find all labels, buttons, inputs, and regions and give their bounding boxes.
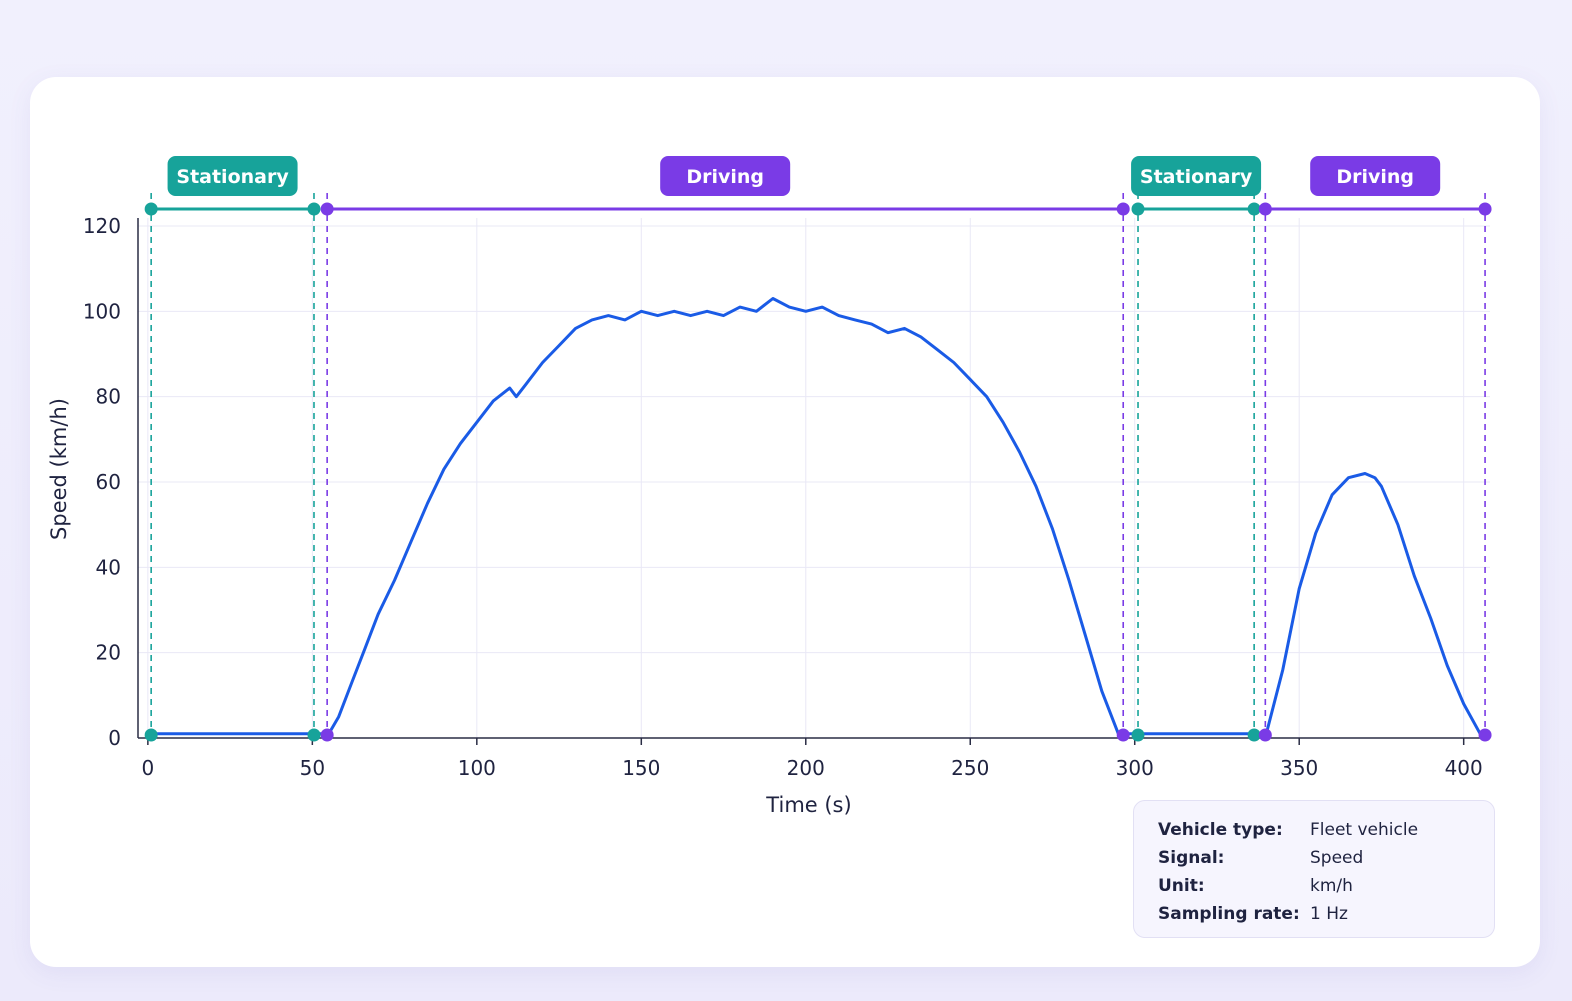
info-key: Unit: <box>1158 876 1205 896</box>
info-value: Fleet vehicle <box>1310 820 1419 840</box>
phase-marker-dot <box>1131 728 1145 742</box>
info-panel: Vehicle type: Fleet vehicle Signal: Spee… <box>1133 800 1495 938</box>
x-tick-labels: 0 50 100 150 200 250 300 350 400 <box>142 756 1483 780</box>
phase-label-badge <box>660 156 791 196</box>
x-tick-label: 300 <box>1116 756 1154 780</box>
phase-label: Stationary <box>176 166 289 188</box>
phase-marker-dot <box>144 728 158 742</box>
info-key: Vehicle type: <box>1158 820 1283 840</box>
phase-label-badge <box>1310 156 1441 196</box>
info-row-vehicle-type: Vehicle type: Fleet vehicle <box>1158 816 1494 844</box>
info-key: Signal: <box>1158 848 1225 868</box>
x-tick-label: 250 <box>951 756 989 780</box>
x-tick-label: 400 <box>1445 756 1483 780</box>
info-row-sampling-rate: Sampling rate: 1 Hz <box>1158 900 1494 928</box>
phase-marker-dot <box>1247 728 1261 742</box>
x-axis-title: Time (s) <box>765 793 851 817</box>
phase-marker-dot <box>320 728 334 742</box>
x-tick-label: 200 <box>787 756 825 780</box>
x-tick-label: 50 <box>300 756 325 780</box>
info-value: 1 Hz <box>1310 904 1348 924</box>
phase-marker-dot <box>307 728 321 742</box>
y-tick-label: 100 <box>83 299 121 323</box>
x-tick-label: 100 <box>458 756 496 780</box>
axes <box>137 218 1490 739</box>
info-row-signal: Signal: Speed <box>1158 844 1494 872</box>
y-tick-label: 40 <box>96 555 121 579</box>
phase-marker-dot <box>1247 202 1261 216</box>
phase-marker-dot <box>1116 202 1130 216</box>
phase-label-badge <box>167 156 298 196</box>
phase-label: Stationary <box>1140 166 1253 188</box>
phase-marker-dot <box>1258 202 1272 216</box>
info-key: Sampling rate: <box>1158 904 1300 924</box>
y-axis-title: Speed (km/h) <box>47 398 71 540</box>
phase-markers <box>144 202 1492 742</box>
x-tick-label: 0 <box>142 756 155 780</box>
phase-marker-dot <box>144 202 158 216</box>
phase-marker-dot <box>1131 202 1145 216</box>
phase-marker-dot <box>1258 728 1272 742</box>
y-tick-labels: 0 20 40 60 80 100 120 <box>83 214 121 750</box>
phase-label-badge <box>1131 156 1262 196</box>
phase-annotations: Stationary Driving Stationary Driving <box>150 156 1486 738</box>
phase-label: Driving <box>1336 166 1414 188</box>
info-value: Speed <box>1310 848 1364 868</box>
phase-marker-dot <box>320 202 334 216</box>
info-row-unit: Unit: km/h <box>1158 872 1494 900</box>
y-tick-label: 0 <box>108 726 121 750</box>
y-tick-label: 20 <box>96 641 121 665</box>
y-tick-label: 60 <box>96 470 121 494</box>
grid <box>138 218 1490 745</box>
y-tick-label: 120 <box>83 214 121 238</box>
x-tick-label: 150 <box>622 756 660 780</box>
y-tick-label: 80 <box>96 385 121 409</box>
phase-marker-dot <box>1478 728 1492 742</box>
info-value: km/h <box>1310 876 1353 896</box>
phase-label: Driving <box>686 166 764 188</box>
x-tick-label: 350 <box>1280 756 1318 780</box>
phase-marker-dot <box>307 202 321 216</box>
phase-marker-dot <box>1116 728 1130 742</box>
speed-series-line <box>149 297 1482 736</box>
phase-marker-dot <box>1478 202 1492 216</box>
